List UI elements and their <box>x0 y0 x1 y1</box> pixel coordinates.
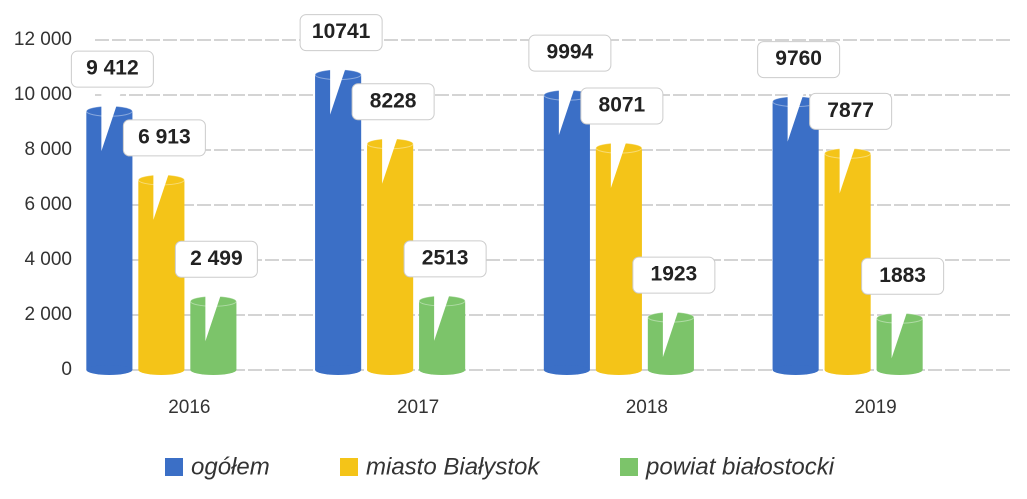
label-pointer <box>787 75 810 142</box>
y-tick-label: 10 000 <box>14 84 72 105</box>
label-pointer <box>662 291 685 358</box>
value-label: 8228 <box>370 89 417 112</box>
bar-shade <box>772 101 819 370</box>
bar-bottom <box>543 365 590 375</box>
y-tick-label: 4 000 <box>24 249 72 270</box>
label-pointer <box>153 153 176 220</box>
label-box <box>861 257 945 295</box>
legend-label: powiat białostocki <box>645 453 835 480</box>
label-pointer <box>382 117 405 184</box>
label-pointer <box>205 275 228 342</box>
legend-label: miasto Białystok <box>366 453 541 480</box>
label-box <box>174 240 258 278</box>
bar-bottom <box>367 365 414 375</box>
value-label: 6 913 <box>138 125 191 148</box>
label-pointer <box>891 292 914 359</box>
bar-bottom <box>419 365 466 375</box>
label-box <box>809 92 893 130</box>
label-pointer <box>558 69 581 136</box>
value-label: 1883 <box>879 264 926 287</box>
label-pointer <box>610 122 633 189</box>
label-pointer <box>101 85 124 152</box>
bar-bottom <box>138 365 185 375</box>
y-tick-label: 2 000 <box>24 304 72 325</box>
label-box <box>757 41 841 79</box>
y-tick-label: 6 000 <box>24 194 72 215</box>
x-tick-label: 2018 <box>626 397 668 418</box>
bar-shade <box>315 74 362 370</box>
legend-swatch <box>620 458 638 476</box>
value-label: 9994 <box>547 41 594 64</box>
value-label: 9 412 <box>86 57 139 80</box>
bar-bottom <box>190 365 237 375</box>
label-pointer <box>434 274 457 341</box>
value-label: 1923 <box>651 263 698 286</box>
bar-bottom <box>595 365 642 375</box>
bar-bottom <box>824 365 871 375</box>
bar-bottom <box>86 365 133 375</box>
bar-bottom <box>876 365 923 375</box>
value-label: 8071 <box>599 94 646 117</box>
value-label: 2513 <box>422 246 469 269</box>
label-box <box>580 87 664 125</box>
legend-swatch <box>340 458 358 476</box>
label-box <box>299 14 383 52</box>
x-tick-label: 2016 <box>168 397 210 418</box>
bar-bottom <box>647 365 694 375</box>
label-box <box>351 83 435 121</box>
bar-bottom <box>315 365 362 375</box>
label-box <box>70 50 154 88</box>
value-label: 2 499 <box>190 247 243 270</box>
bar-shade <box>543 95 590 370</box>
label-box <box>632 256 716 294</box>
value-label: 10741 <box>312 20 371 43</box>
value-label: 7877 <box>827 99 874 122</box>
legend-label: ogółem <box>191 453 270 480</box>
y-tick-label: 12 000 <box>14 29 72 50</box>
bar-bottom <box>772 365 819 375</box>
label-box <box>122 119 206 157</box>
label-pointer <box>330 48 353 115</box>
label-box <box>403 240 487 278</box>
x-tick-label: 2019 <box>854 397 896 418</box>
value-label: 9760 <box>775 47 822 70</box>
y-tick-label: 8 000 <box>24 139 72 160</box>
label-pointer <box>839 127 862 194</box>
y-tick-label: 0 <box>61 359 72 380</box>
legend-swatch <box>165 458 183 476</box>
label-box <box>528 34 612 72</box>
x-tick-label: 2017 <box>397 397 439 418</box>
